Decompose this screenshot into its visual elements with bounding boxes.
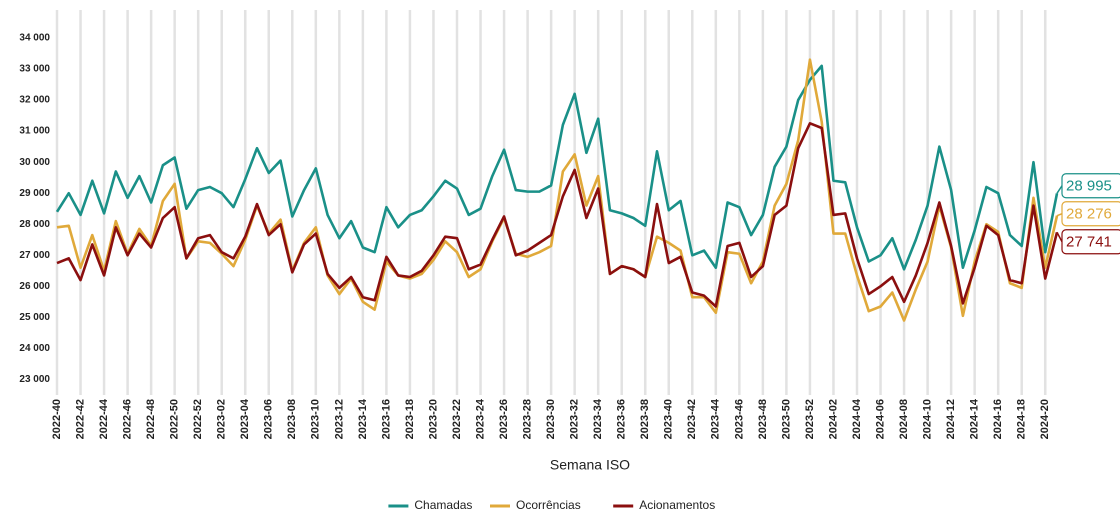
y-tick-label: 31 000 xyxy=(19,126,50,137)
legend-label: Chamadas xyxy=(414,498,472,512)
x-tick-label: 2023-16 xyxy=(380,399,392,439)
value-label-box xyxy=(1061,229,1120,255)
x-tick-label: 2023-02 xyxy=(216,399,228,439)
x-tick-label: 2022-46 xyxy=(121,399,133,439)
value-label: 28 995 xyxy=(1066,178,1112,195)
x-tick-label: 2024-02 xyxy=(827,399,839,439)
x-tick-label: 2023-04 xyxy=(239,398,251,439)
y-tick-label: 34 000 xyxy=(19,33,50,44)
x-tick-label: 2023-48 xyxy=(757,399,769,439)
x-tick-label: 2023-38 xyxy=(639,399,651,439)
x-tick-label: 2023-06 xyxy=(263,399,275,439)
x-tick-label: 2022-52 xyxy=(192,399,204,439)
y-tick-label: 24 000 xyxy=(19,343,50,354)
leader-line xyxy=(1056,185,1063,194)
y-tick-label: 33 000 xyxy=(19,64,50,75)
x-tick-label: 2023-14 xyxy=(357,398,369,439)
x-tick-label: 2023-08 xyxy=(286,399,298,439)
value-label: 27 741 xyxy=(1066,234,1112,251)
x-tick-label: 2023-36 xyxy=(616,399,628,439)
y-tick-label: 26 000 xyxy=(19,281,50,292)
x-tick-label: 2022-48 xyxy=(145,399,157,439)
x-tick-label: 2023-42 xyxy=(686,399,698,439)
y-tick-label: 32 000 xyxy=(19,95,50,106)
x-tick-label: 2024-10 xyxy=(921,399,933,439)
x-tick-label: 2024-06 xyxy=(874,399,886,439)
x-tick-label: 2023-18 xyxy=(404,399,416,439)
x-tick-label: 2024-04 xyxy=(851,398,863,439)
x-tick-label: 2023-50 xyxy=(780,399,792,439)
x-tick-label: 2024-12 xyxy=(945,399,957,439)
x-tick-label: 2024-08 xyxy=(898,399,910,439)
x-tick-label: 2024-14 xyxy=(969,398,981,439)
y-tick-label: 23 000 xyxy=(19,374,50,385)
series-line xyxy=(56,58,1059,322)
y-tick-label: 27 000 xyxy=(19,250,50,261)
x-tick-label: 2023-34 xyxy=(592,398,604,439)
x-tick-label: 2024-18 xyxy=(1016,399,1028,439)
x-axis-title: Semana ISO xyxy=(550,457,630,473)
x-tick-label: 2022-40 xyxy=(51,399,63,439)
x-tick-label: 2024-20 xyxy=(1039,399,1051,439)
x-tick-label: 2023-44 xyxy=(710,398,722,439)
x-tick-label: 2023-52 xyxy=(804,399,816,439)
x-tick-label: 2023-12 xyxy=(333,399,345,439)
y-tick-label: 29 000 xyxy=(19,188,50,199)
x-tick-label: 2022-44 xyxy=(98,398,110,439)
value-label-box xyxy=(1061,201,1120,227)
y-tick-label: 28 000 xyxy=(19,219,50,230)
y-tick-label: 30 000 xyxy=(19,157,50,168)
x-tick-label: 2023-22 xyxy=(451,399,463,439)
y-tick-label: 25 000 xyxy=(19,312,50,323)
x-tick-label: 2023-26 xyxy=(498,399,510,439)
x-tick-label: 2023-40 xyxy=(663,399,675,439)
x-tick-label: 2023-46 xyxy=(733,399,745,439)
x-tick-label: 2023-24 xyxy=(474,398,486,439)
x-tick-label: 2024-16 xyxy=(992,399,1004,439)
x-tick-label: 2023-28 xyxy=(521,399,533,439)
x-tick-label: 2022-50 xyxy=(169,399,181,439)
series-line xyxy=(56,122,1059,308)
value-label: 28 276 xyxy=(1066,206,1112,223)
leader-line xyxy=(1056,231,1063,243)
series-line xyxy=(55,64,1059,271)
x-tick-label: 2023-20 xyxy=(427,399,439,439)
legend-label: Ocorrências xyxy=(516,498,581,512)
legend-label: Acionamentos xyxy=(639,498,715,512)
x-tick-label: 2023-30 xyxy=(545,399,557,439)
x-tick-label: 2023-10 xyxy=(310,399,322,439)
leader-line xyxy=(1056,213,1063,217)
x-tick-label: 2023-32 xyxy=(569,399,581,439)
x-tick-label: 2022-42 xyxy=(74,399,86,439)
value-label-box xyxy=(1061,173,1120,199)
